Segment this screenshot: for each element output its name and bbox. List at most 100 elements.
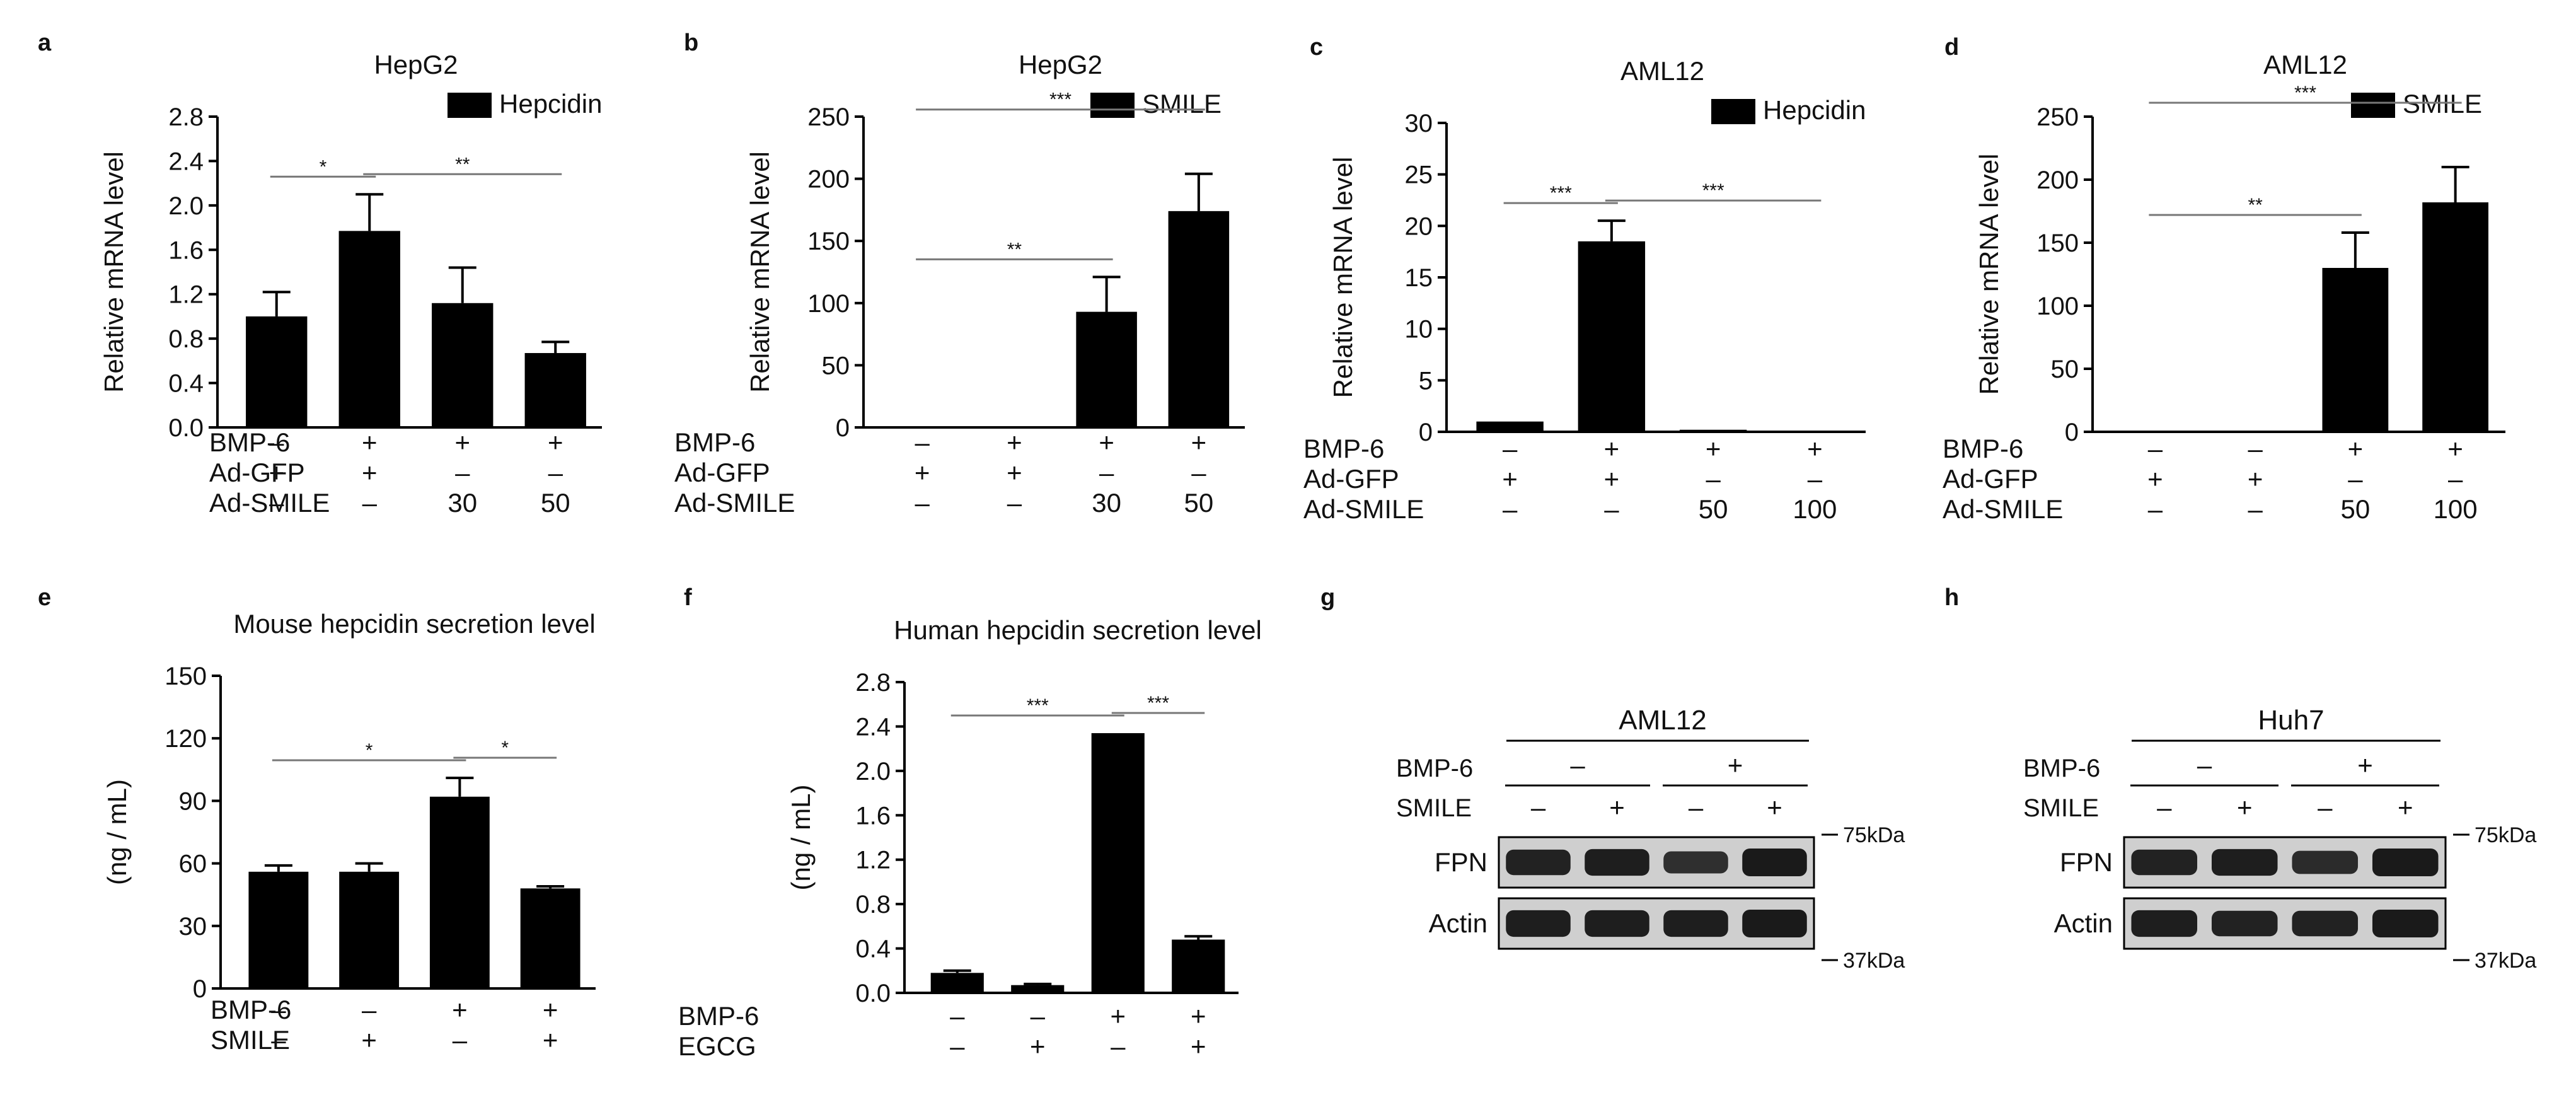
y-tick-label: 0: [2065, 419, 2079, 446]
blot-band: [2292, 910, 2359, 937]
y-tick-label: 0.0: [168, 414, 204, 442]
condition-label: EGCG: [678, 1031, 756, 1061]
blot-band: [2372, 849, 2439, 876]
condition-value: +: [1767, 792, 1782, 822]
condition-value: –: [950, 1001, 965, 1031]
significance-label: **: [455, 154, 470, 175]
condition-value: –: [2197, 750, 2212, 780]
y-tick-label: 0.4: [855, 936, 891, 963]
y-tick-label: 0.8: [168, 325, 204, 353]
y-axis-label: (ng / mL): [102, 779, 132, 885]
y-tick-label: 200: [2036, 166, 2079, 194]
bar: [246, 316, 308, 427]
condition-value: +: [2447, 434, 2463, 463]
y-tick-label: 1.2: [168, 281, 204, 309]
panel-letter: d: [1944, 34, 1959, 61]
condition-value: –: [1808, 464, 1823, 494]
significance-label: ***: [2294, 83, 2316, 103]
condition-label: SMILE: [211, 1025, 290, 1055]
panel-b: b HepG2 0 50 100 150 200 250 Relative mRNA level…: [674, 30, 1245, 518]
condition-label: BMP-6: [674, 427, 755, 457]
condition-value: 30: [448, 488, 477, 518]
condition-value: 50: [541, 488, 570, 518]
condition-value: –: [362, 995, 377, 1024]
condition-label: BMP-6: [209, 427, 290, 457]
blot-row-label: FPN: [1435, 847, 1487, 877]
y-tick-label: 0.8: [855, 891, 891, 918]
condition-value: –: [548, 458, 563, 487]
blot-band: [1742, 910, 1807, 937]
condition-value: +: [2398, 792, 2413, 822]
blot-row-label: Actin: [2054, 908, 2113, 938]
condition-value: –: [1191, 458, 1206, 487]
condition-value: +: [2237, 792, 2253, 822]
condition-value: –: [2248, 494, 2263, 524]
legend-label: Hepcidin: [499, 89, 602, 119]
condition-value: 100: [2434, 494, 2478, 524]
condition-value: 50: [2341, 494, 2371, 524]
y-tick-label: 10: [1405, 316, 1433, 344]
significance-label: *: [501, 738, 509, 758]
chart-title: Mouse hepcidin secretion level: [233, 609, 595, 639]
significance-label: *: [320, 156, 327, 177]
condition-value: +: [2147, 464, 2163, 494]
panel-a: a HepG2 0.0 0.4 0.8 1.2 1.6 2.0 2.4 2.8 Relative m…: [38, 30, 602, 518]
y-axis-label: (ng / mL): [786, 784, 816, 890]
condition-value: +: [362, 458, 378, 487]
condition-value: –: [271, 1025, 286, 1055]
condition-value: +: [1502, 464, 1518, 494]
significance-label: **: [1007, 239, 1022, 260]
panel-letter: a: [38, 30, 52, 56]
y-tick-label: 90: [179, 787, 207, 815]
panel-letter: b: [684, 30, 698, 56]
panel-letter: c: [1310, 34, 1323, 61]
condition-value: +: [915, 458, 930, 487]
blot-band: [2211, 849, 2278, 876]
y-tick-label: 250: [807, 103, 850, 131]
condition-value: +: [1191, 1031, 1206, 1061]
bar: [891, 426, 953, 428]
condition-value: –: [2318, 792, 2333, 822]
y-axis-label: Relative mRNA level: [99, 151, 129, 393]
bar: [429, 796, 490, 988]
bar: [1476, 421, 1544, 432]
bar: [1091, 733, 1145, 993]
y-tick-label: 60: [179, 850, 207, 878]
condition-label: Ad-GFP: [209, 458, 305, 487]
significance-label: ***: [1049, 90, 1071, 110]
bar: [2222, 431, 2289, 432]
marker-label: 37kDa: [1843, 949, 1905, 973]
significance-label: *: [366, 740, 373, 761]
bar: [524, 353, 586, 427]
chart-title: HepG2: [374, 50, 458, 79]
y-tick-label: 50: [2051, 356, 2079, 383]
y-tick-label: 20: [1405, 212, 1433, 240]
y-axis-label: Relative mRNA level: [1974, 154, 2004, 395]
y-tick-label: 2.8: [855, 669, 891, 697]
condition-value: +: [1030, 1031, 1046, 1061]
condition-value: 50: [1184, 488, 1214, 518]
significance-label: ***: [1702, 180, 1724, 201]
condition-value: –: [915, 488, 930, 518]
condition-value: –: [1031, 1001, 1046, 1031]
panel-c: c AML12 0 5 10 15 20 25 30 Relative mRNA level Hep…: [1303, 34, 1866, 524]
condition-label: BMP-6: [211, 995, 291, 1024]
blot-title: AML12: [1619, 705, 1706, 736]
legend-label: Hepcidin: [1763, 95, 1866, 125]
condition-value: +: [1706, 434, 1721, 463]
y-tick-label: 0: [1419, 419, 1433, 446]
y-tick-label: 2.0: [855, 758, 891, 785]
chart-title: AML12: [2263, 50, 2347, 79]
significance-label: ***: [1147, 693, 1169, 714]
y-tick-label: 150: [165, 663, 207, 690]
blot-title: Huh7: [2258, 705, 2324, 736]
y-tick-label: 250: [2036, 103, 2079, 131]
bar: [520, 888, 580, 988]
bar: [1172, 939, 1225, 993]
condition-value: –: [1007, 488, 1022, 518]
bar: [338, 231, 400, 427]
panel-d: d AML12 0 50 100 150 200 250 Relative mRNA level…: [1943, 34, 2505, 524]
